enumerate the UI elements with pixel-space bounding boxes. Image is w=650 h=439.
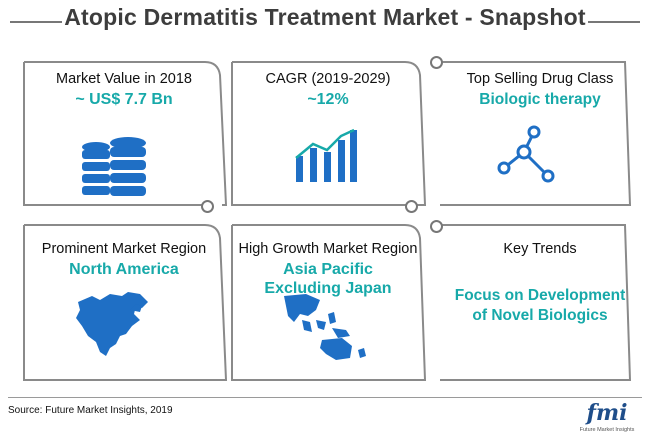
tile-label: High Growth Market Region xyxy=(238,241,418,257)
asia-pacific-map-icon xyxy=(284,294,366,360)
tile-value: Biologic therapy xyxy=(479,91,601,108)
footer-rule xyxy=(8,397,642,398)
molecule-icon xyxy=(497,125,555,183)
frame-dot xyxy=(201,200,214,213)
frame-dot xyxy=(405,200,418,213)
tile-cagr: CAGR (2019-2029) ~12% xyxy=(232,70,424,109)
svg-text:Future Market Insights: Future Market Insights xyxy=(580,427,635,433)
source-note: Source: Future Market Insights, 2019 xyxy=(8,405,173,416)
tile-prominent-region: Prominent Market Region North America xyxy=(26,240,222,279)
tile-label: Key Trends xyxy=(503,241,577,257)
tile-value: Asia Pacific Excluding Japan xyxy=(264,261,392,297)
fmi-logo: fmi Future Market Insights xyxy=(576,400,638,439)
north-america-map-icon xyxy=(76,292,148,356)
tile-value: ~12% xyxy=(307,91,349,108)
tile-high-growth-region: High Growth Market Region Asia Pacific E… xyxy=(232,240,424,298)
title-bar: Atopic Dermatitis Treatment Market - Sna… xyxy=(0,4,650,31)
title-rule-left xyxy=(10,21,62,23)
page-title: Atopic Dermatitis Treatment Market - Sna… xyxy=(64,4,586,30)
tile-value: North America xyxy=(69,261,179,278)
tile-value: ~ US$ 7.7 Bn xyxy=(75,91,173,108)
title-rule-right xyxy=(588,21,640,23)
svg-text:fmi: fmi xyxy=(584,400,627,426)
tile-label: Market Value in 2018 xyxy=(56,71,192,87)
frame-dot xyxy=(430,56,443,69)
tile-label: Top Selling Drug Class xyxy=(466,71,614,87)
tile-market-value: Market Value in 2018 ~ US$ 7.7 Bn xyxy=(26,70,222,109)
bar-chart-icon xyxy=(295,128,357,182)
frame-dot xyxy=(430,220,443,233)
tile-label: CAGR (2019-2029) xyxy=(265,71,391,87)
tile-key-trends: Key Trends Focus on Development of Novel… xyxy=(440,240,640,326)
tile-label: Prominent Market Region xyxy=(41,241,207,257)
tile-drug-class: Top Selling Drug Class Biologic therapy xyxy=(440,70,640,109)
database-icon xyxy=(82,137,146,196)
fmi-logo-mark: fmi Future Market Insights xyxy=(580,400,635,433)
tile-value: Focus on Development of Novel Biologics xyxy=(454,287,626,324)
